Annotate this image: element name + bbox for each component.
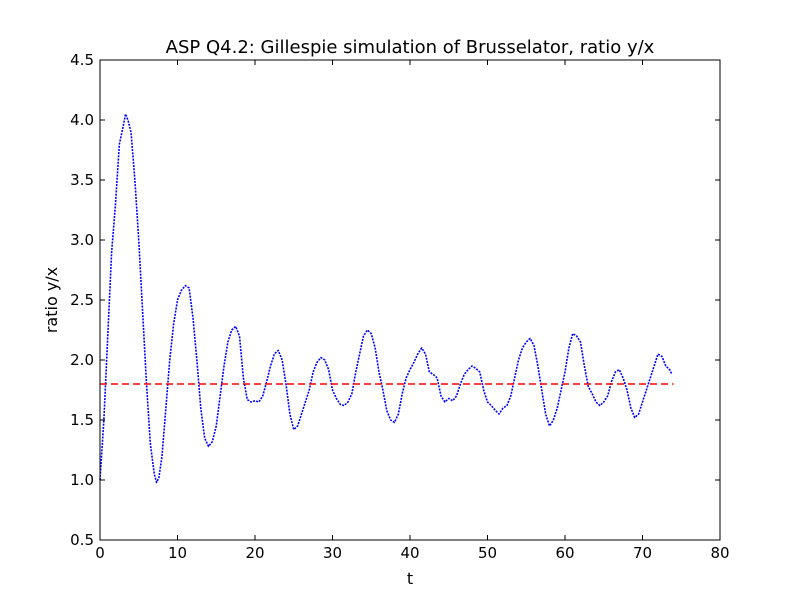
y-tick-label: 3.5: [70, 171, 94, 189]
x-axis-ticks: 0 10 20 30 40 50 60 70 80: [95, 60, 730, 562]
x-tick-label: 70: [633, 544, 652, 562]
x-tick-label: 0: [95, 544, 105, 562]
y-tick-label: 1.0: [70, 471, 94, 489]
plot-background: [100, 60, 720, 540]
y-tick-label: 1.5: [70, 411, 94, 429]
y-tick-label: 4.5: [70, 51, 94, 69]
y-tick-label: 4.0: [70, 111, 94, 129]
x-tick-label: 10: [168, 544, 187, 562]
x-tick-label: 50: [478, 544, 497, 562]
y-tick-label: 0.5: [70, 531, 94, 549]
y-tick-label: 2.5: [70, 291, 94, 309]
y-tick-label: 2.0: [70, 351, 94, 369]
ratio-series-line: [99, 113, 673, 484]
chart-title: ASP Q4.2: Gillespie simulation of Brusse…: [166, 37, 655, 58]
y-axis-ticks: 0.5 1.0 1.5 2.0 2.5 3.0 3.5 4.0 4.5: [70, 51, 720, 549]
series-layer: [99, 113, 674, 484]
x-tick-label: 40: [400, 544, 419, 562]
x-tick-label: 60: [555, 544, 574, 562]
x-tick-label: 30: [323, 544, 342, 562]
y-axis-label: ratio y/x: [42, 267, 61, 333]
x-axis-label: t: [407, 569, 413, 588]
y-tick-label: 3.0: [70, 231, 94, 249]
x-tick-label: 80: [710, 544, 729, 562]
plot-area: [99, 59, 721, 541]
x-tick-label: 20: [245, 544, 264, 562]
